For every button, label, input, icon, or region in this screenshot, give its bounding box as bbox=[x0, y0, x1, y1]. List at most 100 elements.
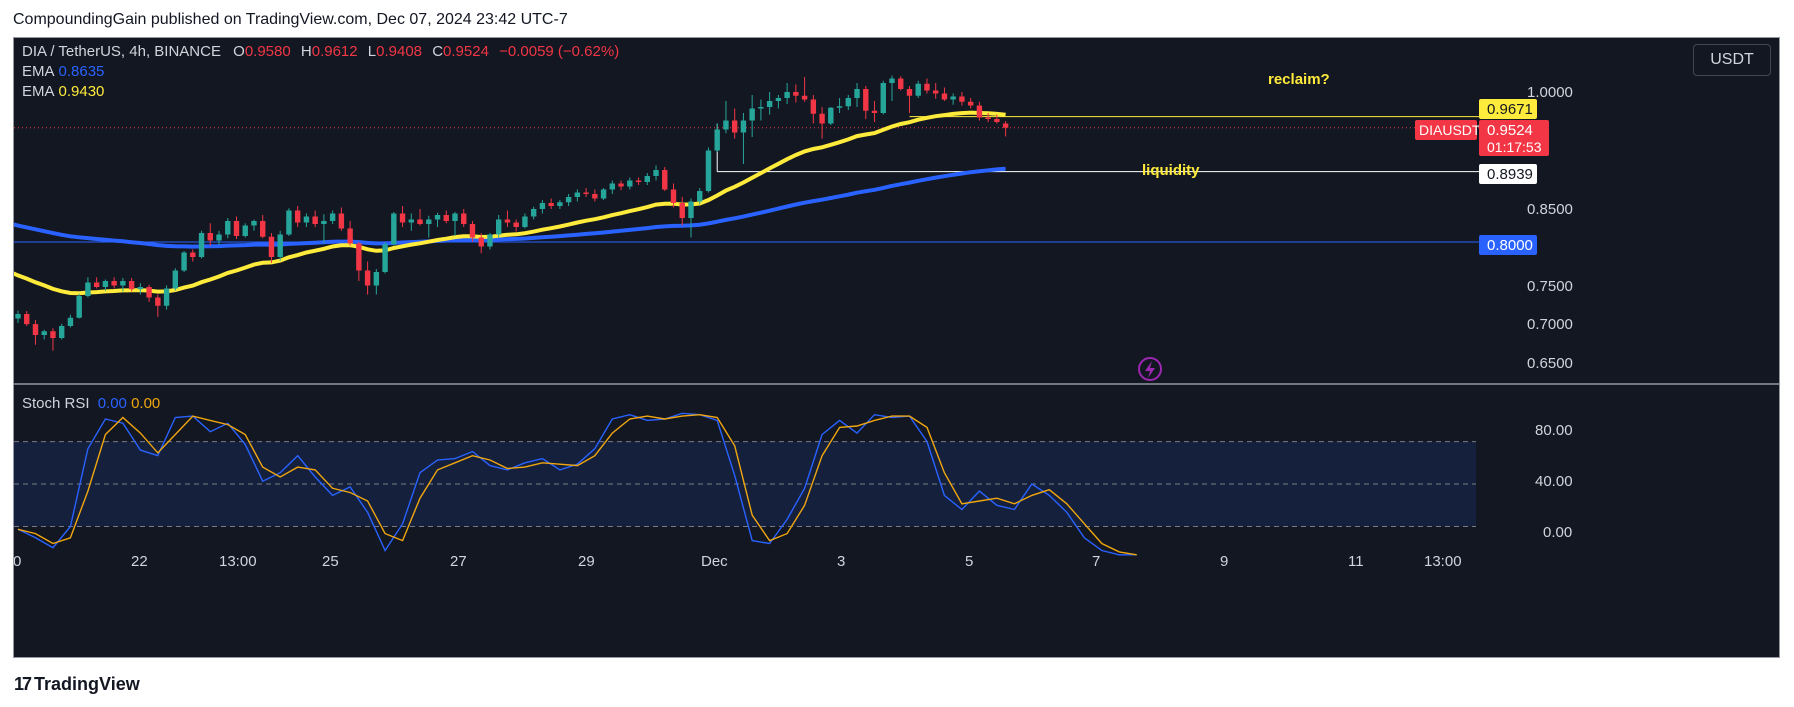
candle-body bbox=[85, 282, 91, 296]
x-tick: 0 bbox=[14, 553, 21, 570]
candle bbox=[530, 206, 537, 220]
candle-body bbox=[758, 107, 764, 109]
open-value: 0.9580 bbox=[244, 43, 291, 60]
stoch-tick-0: 0.00 bbox=[1543, 524, 1572, 541]
candle-body bbox=[146, 287, 152, 298]
candle bbox=[312, 210, 318, 227]
candle-body bbox=[565, 197, 572, 203]
candle-body bbox=[391, 213, 397, 245]
candle-body bbox=[198, 233, 205, 257]
price-label-0894-text: 0.8939 bbox=[1487, 166, 1533, 183]
candle bbox=[408, 213, 414, 231]
candle bbox=[461, 209, 467, 227]
candle bbox=[810, 95, 817, 124]
candle bbox=[836, 98, 843, 113]
x-tick: 25 bbox=[322, 553, 339, 570]
candle bbox=[417, 209, 423, 226]
candle-body bbox=[854, 89, 860, 98]
candle-body bbox=[924, 83, 930, 91]
symbol-tag: DIAUSDT bbox=[1415, 120, 1481, 140]
candle-body bbox=[251, 221, 257, 226]
ema-fast-label: EMA bbox=[22, 63, 55, 80]
candle-body bbox=[155, 297, 161, 306]
candle bbox=[915, 80, 921, 98]
candle-body bbox=[32, 324, 39, 335]
chart-canvas[interactable]: 1.0000 0.8500 0.7500 0.7000 0.6500 80.00… bbox=[14, 38, 1779, 657]
candle bbox=[906, 86, 913, 113]
candle-body bbox=[600, 189, 607, 199]
candle-body bbox=[364, 270, 371, 286]
candle bbox=[924, 78, 930, 94]
candle bbox=[793, 84, 799, 103]
candle bbox=[93, 277, 100, 289]
candle-body bbox=[793, 92, 799, 96]
candle-body bbox=[941, 93, 948, 100]
candle-body bbox=[522, 216, 528, 227]
candle bbox=[277, 230, 283, 261]
change-value: −0.0059 (−0.62%) bbox=[499, 43, 620, 60]
candle bbox=[434, 212, 441, 227]
candle bbox=[504, 210, 511, 227]
ema-slow-legend[interactable]: EMA 0.9430 bbox=[22, 83, 104, 100]
candle-body bbox=[207, 233, 213, 241]
x-tick: 22 bbox=[131, 553, 148, 570]
candle-body bbox=[356, 243, 362, 271]
candle-body bbox=[504, 219, 511, 223]
price-label-0894: 0.8939 bbox=[1479, 164, 1537, 184]
candle bbox=[181, 251, 187, 272]
candle bbox=[364, 261, 371, 295]
candle-body bbox=[111, 281, 117, 286]
candle-body bbox=[128, 281, 135, 290]
symbol-label[interactable]: DIA / TetherUS, 4h, BINANCE bbox=[22, 43, 221, 60]
candle-body bbox=[705, 150, 712, 191]
candle bbox=[854, 83, 860, 107]
candle bbox=[679, 197, 685, 226]
candle-body bbox=[775, 98, 782, 101]
candle-body bbox=[1002, 123, 1009, 128]
currency-button[interactable]: USDT bbox=[1693, 44, 1771, 76]
candle-body bbox=[871, 110, 878, 113]
candle bbox=[522, 213, 528, 229]
x-tick: 5 bbox=[965, 553, 973, 570]
candle bbox=[426, 215, 432, 238]
candle bbox=[880, 80, 886, 115]
candle-body bbox=[312, 216, 318, 224]
candle-body bbox=[382, 244, 388, 272]
candle bbox=[600, 188, 607, 200]
candle-body bbox=[836, 106, 843, 108]
candle-body bbox=[889, 78, 895, 83]
candle-body bbox=[513, 222, 519, 227]
candle-body bbox=[373, 272, 380, 286]
stoch-legend[interactable]: Stoch RSI 0.00 0.00 bbox=[22, 395, 160, 412]
candle-body bbox=[653, 170, 659, 176]
candle bbox=[303, 213, 310, 227]
candle bbox=[146, 284, 152, 302]
last-price-label: 0.9524 01:17:53 bbox=[1479, 120, 1549, 156]
x-tick: 29 bbox=[578, 553, 595, 570]
candle bbox=[871, 101, 878, 122]
candle-body bbox=[76, 296, 82, 318]
tradingview-logo[interactable]: 17 TradingView bbox=[14, 674, 140, 695]
candle bbox=[592, 189, 598, 202]
candle bbox=[627, 177, 633, 190]
candle-body bbox=[120, 281, 126, 286]
candle-body bbox=[260, 221, 266, 237]
candle-body bbox=[59, 326, 65, 338]
chart-frame[interactable]: 1.0000 0.8500 0.7500 0.7000 0.6500 80.00… bbox=[13, 37, 1780, 658]
annotation-liquidity: liquidity bbox=[1142, 162, 1200, 179]
candle-body bbox=[731, 120, 738, 133]
lightning-icon[interactable] bbox=[1138, 357, 1162, 381]
candle-body bbox=[880, 83, 886, 113]
candle-body bbox=[93, 282, 100, 287]
candle bbox=[723, 101, 729, 134]
candle bbox=[740, 113, 747, 164]
symbol-tag-text: DIAUSDT bbox=[1419, 122, 1481, 138]
candle-body bbox=[434, 215, 441, 220]
candle-body bbox=[487, 234, 493, 247]
annotation-reclaim: reclaim? bbox=[1268, 71, 1330, 88]
candle-body bbox=[967, 101, 974, 106]
ema-fast-legend[interactable]: EMA 0.8635 bbox=[22, 63, 104, 80]
candle bbox=[994, 114, 1000, 124]
candle bbox=[828, 107, 834, 125]
x-tick: 13:00 bbox=[219, 553, 257, 570]
